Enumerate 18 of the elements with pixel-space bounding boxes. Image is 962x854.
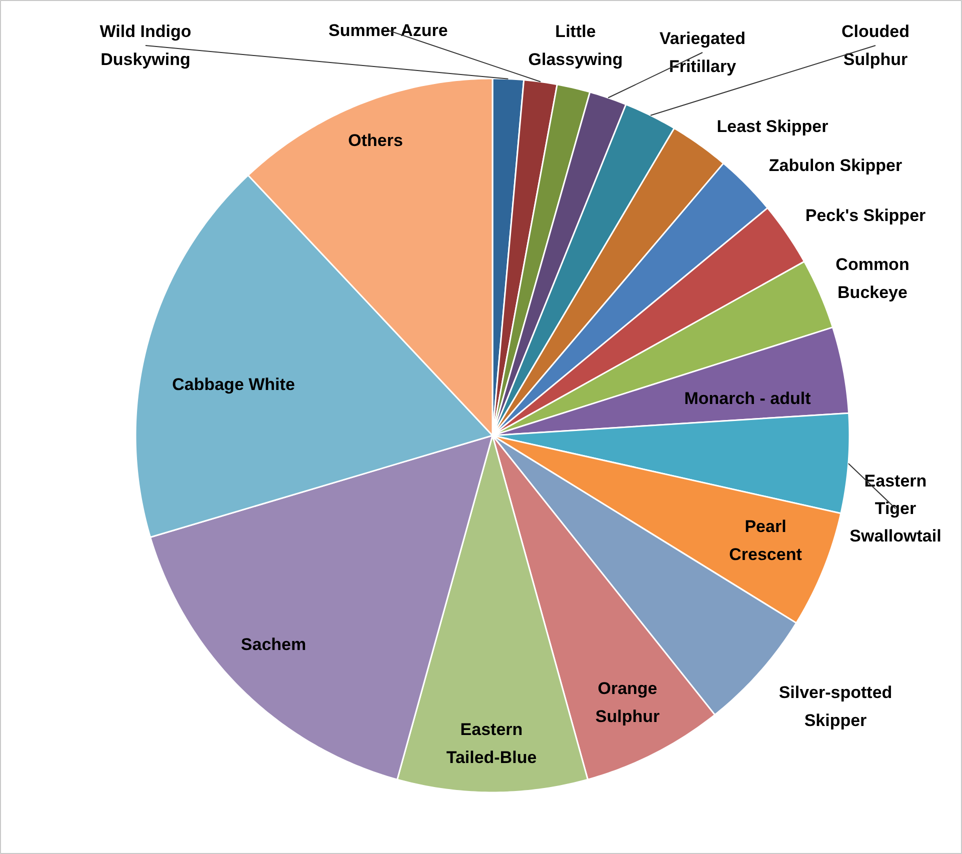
slice-label: Summer Azure (328, 21, 448, 40)
slice-label: Silver-spotted Skipper (778, 683, 892, 730)
slice-label: Clouded Sulphur (842, 22, 910, 69)
slice-label: Eastern Tailed-Blue (446, 720, 537, 767)
slice-label: Common Buckeye (836, 255, 910, 302)
slice-label: Pearl Crescent (729, 517, 802, 564)
slice-label: Others (348, 131, 403, 150)
slice-label: Monarch - adult (684, 389, 812, 408)
slice-label: Little Glassywing (528, 22, 623, 69)
slice-label: Peck's Skipper (805, 206, 926, 225)
slice-label: Orange Sulphur (595, 679, 660, 726)
slice-label: Eastern Tiger Swallowtail (850, 471, 942, 546)
slice-label: Least Skipper (716, 117, 829, 136)
slice-label: Variegated Fritillary (660, 29, 746, 76)
slice-label: Sachem (240, 635, 306, 654)
slice-label: Zabulon Skipper (768, 156, 902, 175)
slice-label: Cabbage White (172, 375, 295, 394)
slice-label: Wild Indigo Duskywing (100, 22, 192, 69)
